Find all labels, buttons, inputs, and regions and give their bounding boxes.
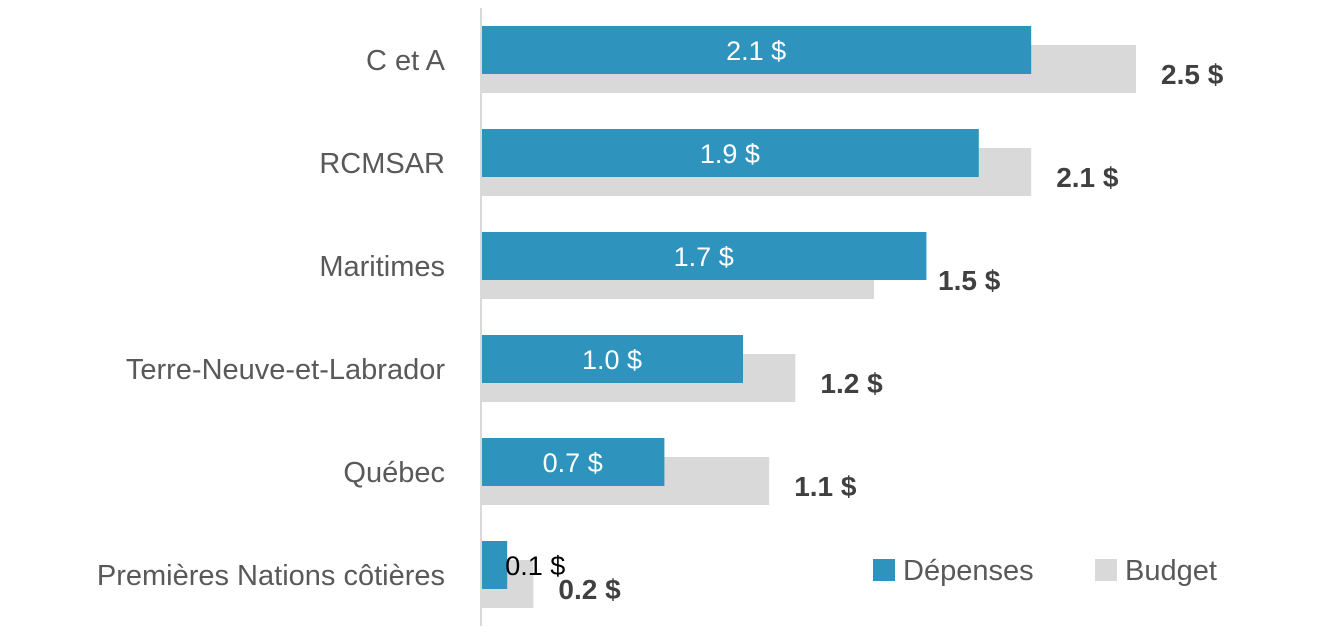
category-label: Premières Nations côtières [97, 560, 445, 592]
budget-value-label: 1.2 $ [820, 368, 883, 399]
spend-bar [481, 438, 665, 486]
spend-bar [481, 26, 1032, 74]
legend-label-budget: Budget [1125, 555, 1217, 587]
spend-bar [481, 541, 508, 589]
spend-value-label: 1.0 $ [582, 345, 642, 375]
legend-label-depenses: Dépenses [903, 555, 1034, 587]
legend-swatch-depenses [873, 559, 895, 581]
budget-value-label: 1.1 $ [794, 471, 857, 502]
category-label: Terre-Neuve-et-Labrador [126, 354, 445, 386]
category-label: C et A [366, 45, 446, 77]
spend-value-label: 0.1 $ [505, 551, 565, 581]
legend-swatch-budget [1095, 559, 1117, 581]
spend-bar [481, 232, 927, 280]
budget-value-label: 1.5 $ [938, 265, 1001, 296]
category-label: Maritimes [319, 251, 445, 283]
spend-value-label: 2.1 $ [726, 36, 786, 66]
category-label: Québec [343, 457, 445, 489]
spend-value-label: 1.7 $ [674, 242, 734, 272]
spend-value-label: 1.9 $ [700, 139, 760, 169]
budget-value-label: 0.2 $ [558, 574, 621, 605]
spend-bar [481, 129, 979, 177]
budget-value-label: 2.1 $ [1056, 162, 1119, 193]
spend-value-label: 0.7 $ [543, 448, 603, 478]
category-label: RCMSAR [319, 148, 445, 180]
legend: Dépenses Budget [873, 555, 1217, 587]
spend-bar [481, 335, 743, 383]
budget-value-label: 2.5 $ [1161, 59, 1224, 90]
